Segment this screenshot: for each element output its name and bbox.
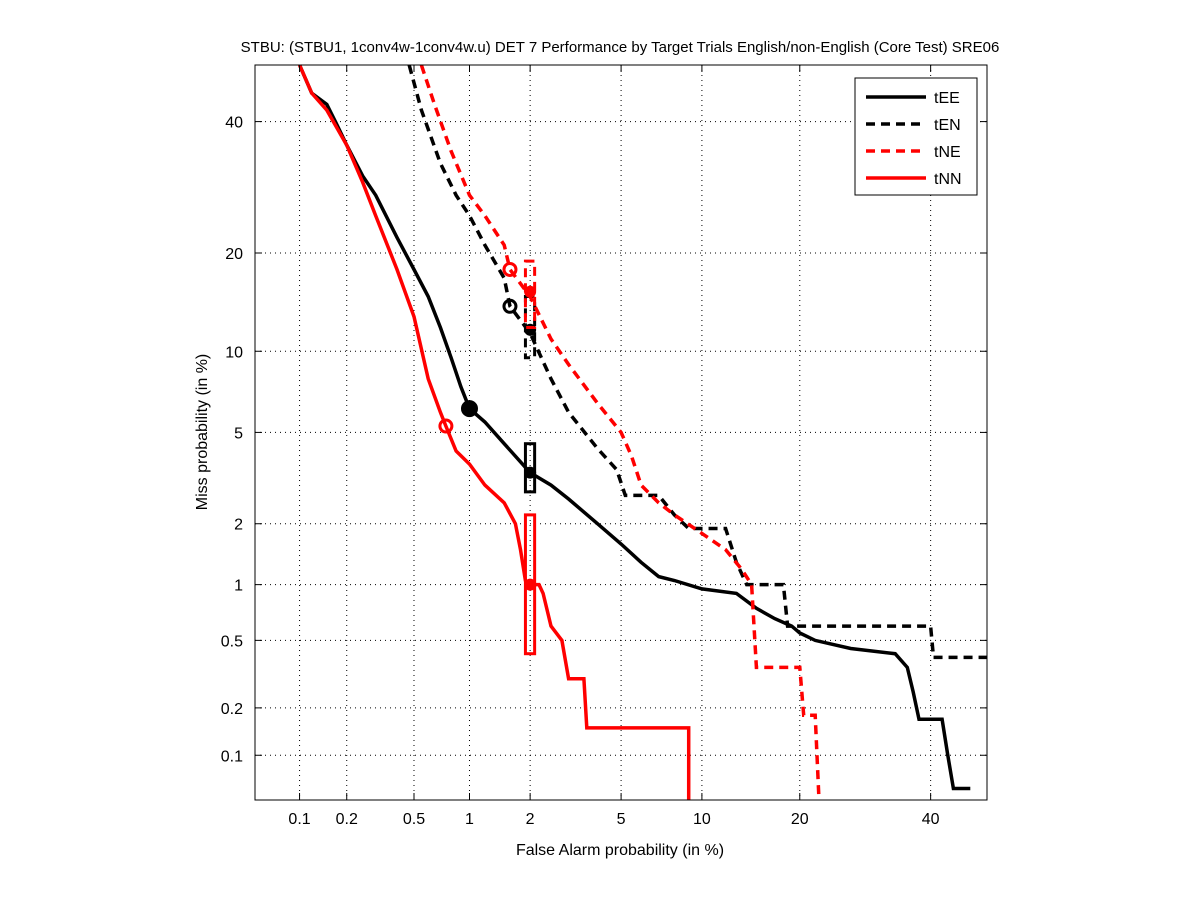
min-dcf-marker-tEE [460,400,478,418]
legend-label-tEN: tEN [934,117,961,134]
min-dcf-marker-tNN [438,418,454,434]
y-tick-label: 1 [234,578,243,595]
actual-dcf-marker-tNE [524,285,537,298]
grid [255,65,987,800]
x-tick-label: 0.1 [288,811,310,828]
x-tick-label: 1 [465,811,474,828]
series-tNN [297,64,691,800]
legend-label-tNE: tNE [934,144,961,161]
min-dcf-marker-tEN [502,298,518,314]
x-tick-label: 20 [791,811,809,828]
y-tick-label: 0.5 [221,633,243,650]
y-axis-label: Miss probability (in %) [194,354,211,510]
x-tick-label: 0.5 [403,811,425,828]
det-curve-tEE [297,64,971,791]
legend: tEE tEN tNE tNN [854,77,978,196]
x-tick-label: 2 [526,811,535,828]
legend-label-tEE: tEE [934,90,960,107]
series-tEE [297,64,971,791]
actual-dcf-marker-tEN [524,323,537,336]
det-curve-tNE [419,64,821,801]
series-tNE [419,64,821,801]
min-dcf-marker-tNE [502,261,518,277]
x-tick-label: 10 [693,811,711,828]
ticks: 0.1 0.2 0.5 1 2 5 10 20 40 0.1 0.2 0.5 1 2 5 10 20 40 [221,65,987,828]
x-axis-label: False Alarm probability (in %) [516,842,724,859]
curves [297,64,987,801]
y-tick-label: 10 [225,344,243,361]
y-tick-label: 0.1 [221,748,243,765]
actual-dcf-marker-tNN [524,578,537,591]
y-tick-label: 5 [234,425,243,442]
det-curve-tNN [297,64,691,800]
y-tick-label: 20 [225,246,243,263]
x-tick-label: 5 [617,811,626,828]
y-tick-label: 0.2 [221,701,243,718]
confidence-box-tEE [523,442,537,494]
actual-dcf-marker-tEE [524,466,537,479]
x-tick-label: 0.2 [336,811,358,828]
det-curve-tEN [407,64,987,660]
x-tick-label: 40 [922,811,940,828]
chart-title: STBU: (STBU1, 1conv4w-1conv4w.u) DET 7 P… [241,39,1000,56]
legend-label-tNN: tNN [934,171,962,188]
y-tick-label: 40 [225,115,243,132]
y-tick-label: 2 [234,517,243,534]
confidence-box-tNE [523,259,537,329]
